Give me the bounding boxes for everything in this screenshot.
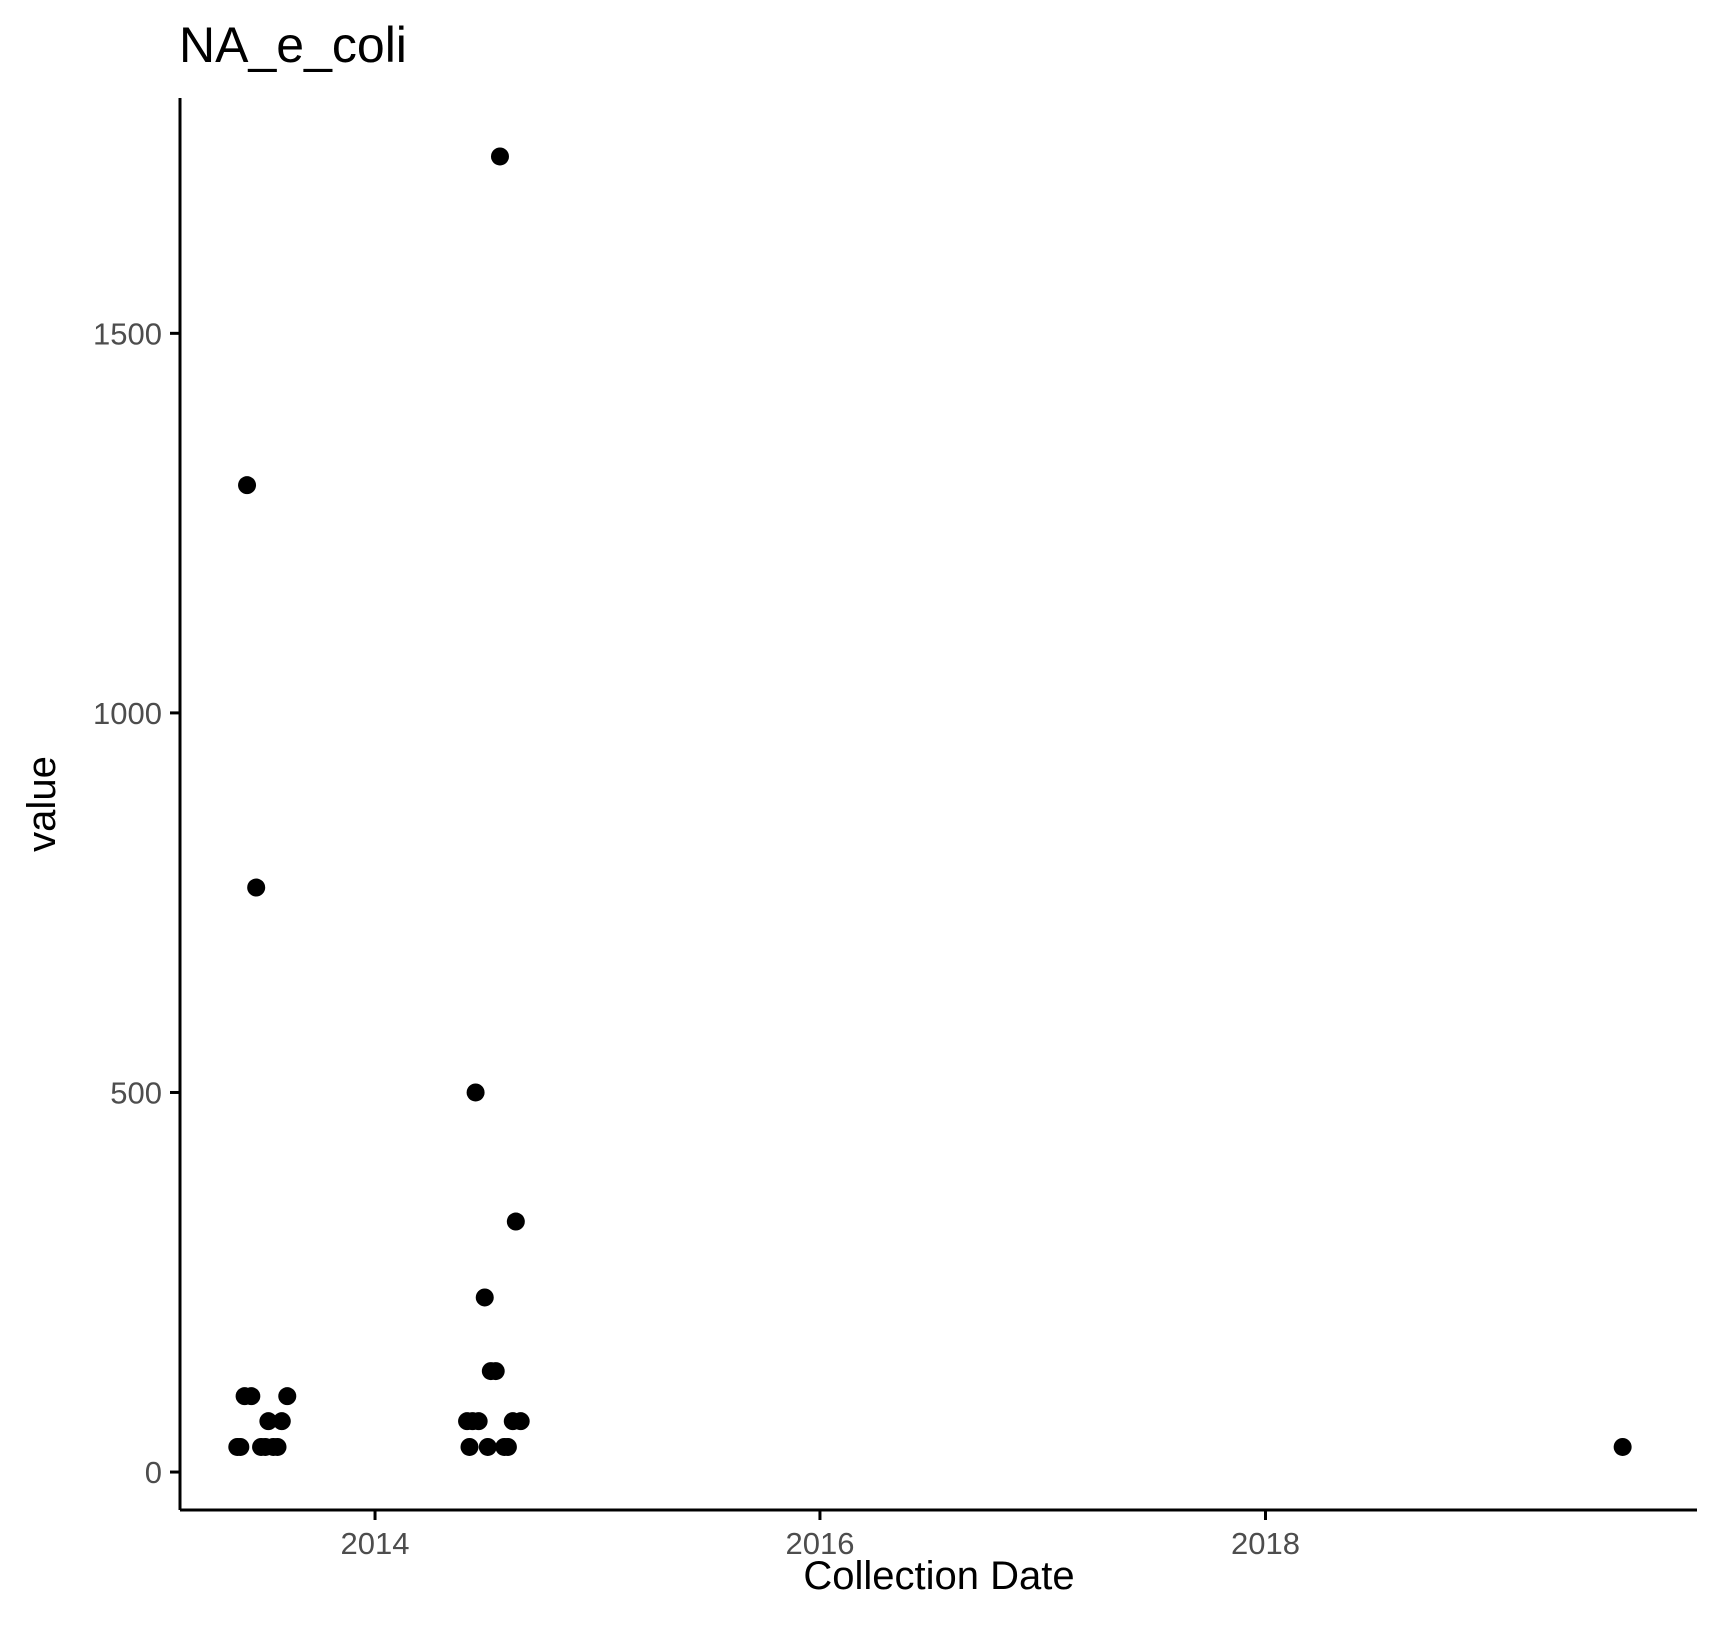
data-point: [469, 1412, 488, 1431]
y-tick-label: 0: [145, 1455, 162, 1490]
data-point: [272, 1412, 291, 1431]
y-axis-title: value: [20, 756, 64, 852]
data-point: [242, 1387, 261, 1406]
data-point: [506, 1212, 525, 1231]
data-point: [259, 1412, 278, 1431]
y-tick-label: 500: [110, 1075, 162, 1110]
data-points: [228, 147, 1632, 1456]
y-axis-ticks: 0 500 1000 1500: [93, 316, 180, 1490]
data-point: [247, 878, 266, 897]
x-axis-title: Collection Date: [803, 1554, 1074, 1598]
data-point: [278, 1387, 297, 1406]
data-point: [460, 1437, 479, 1456]
data-point: [268, 1437, 287, 1456]
data-point: [478, 1437, 497, 1456]
data-point: [490, 147, 509, 166]
y-tick-label: 1500: [93, 316, 162, 351]
data-point: [486, 1362, 505, 1381]
y-tick-label: 1000: [93, 696, 162, 731]
data-point: [238, 476, 257, 495]
x-tick-label: 2016: [785, 1526, 854, 1561]
data-point: [231, 1437, 250, 1456]
x-tick-label: 2018: [1231, 1526, 1300, 1561]
data-point: [1613, 1437, 1632, 1456]
data-point: [475, 1288, 494, 1307]
x-tick-label: 2014: [341, 1526, 410, 1561]
data-point: [466, 1083, 485, 1102]
data-point: [498, 1437, 517, 1456]
data-point: [511, 1412, 530, 1431]
chart-title: NA_e_coli: [179, 17, 407, 73]
x-axis-ticks: 2014 2016 2018: [341, 1510, 1300, 1561]
